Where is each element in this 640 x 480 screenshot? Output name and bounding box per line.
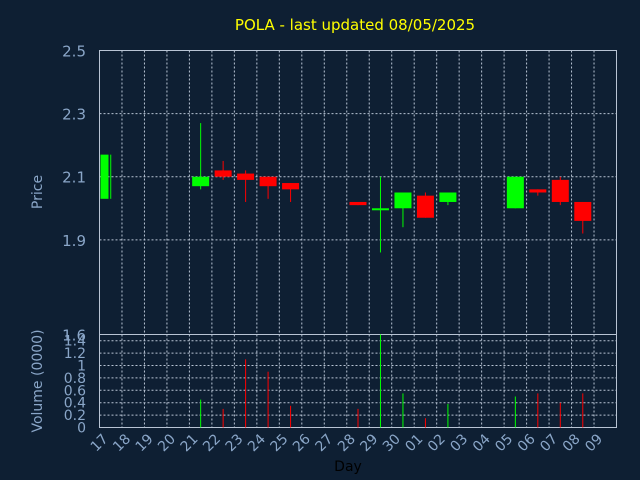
volume-tick-label: 0.2 [64, 408, 86, 424]
volume-tick-label: 1.4 [64, 334, 86, 350]
price-tick-label: 1.9 [62, 232, 86, 250]
price-grid [99, 50, 617, 335]
volume-tick-label: 0.4 [64, 396, 86, 412]
candle-body [259, 176, 277, 187]
price-tick-label: 2.5 [62, 43, 86, 61]
candle-body [439, 192, 457, 202]
volume-tick-label: 0.6 [64, 383, 86, 399]
volume-bars [200, 334, 584, 428]
volume-tick-label: 0 [77, 421, 86, 437]
candle-body [192, 176, 210, 187]
candle-body [349, 201, 367, 206]
candle-body [551, 179, 569, 202]
candle-body [237, 173, 255, 180]
x-axis-ticks: 1718192021222324252627282930010203040506… [88, 431, 606, 455]
candle-body [214, 170, 232, 177]
volume-tick-label: 0.8 [64, 371, 86, 387]
x-axis-label: Day [334, 459, 362, 475]
candle-body [371, 208, 389, 211]
candle-body [100, 154, 109, 199]
candle-body [529, 189, 547, 193]
volume-axis-label: Volume (0000) [30, 329, 46, 432]
volume-axis-ticks: 1.41.210.80.60.40.20 [64, 334, 86, 437]
candle-body [394, 192, 412, 209]
volume-tick-label: 1 [77, 359, 86, 375]
candlesticks [100, 123, 592, 253]
candle-body [506, 176, 524, 209]
price-axis-ticks: 2.5 2.3 2.1 1.9 1.6 [62, 43, 86, 345]
candle-body [574, 201, 592, 221]
chart-title: POLA - last updated 08/05/2025 [235, 16, 475, 34]
volume-tick-label: 1.2 [64, 346, 86, 362]
price-axis-label: Price [30, 175, 46, 209]
price-tick-label: 2.3 [62, 106, 86, 124]
price-tick-label: 1.6 [62, 327, 86, 345]
volume-grid [99, 334, 617, 428]
candle-body [416, 195, 434, 218]
candle-body [282, 183, 300, 190]
price-tick-label: 2.1 [62, 169, 86, 187]
